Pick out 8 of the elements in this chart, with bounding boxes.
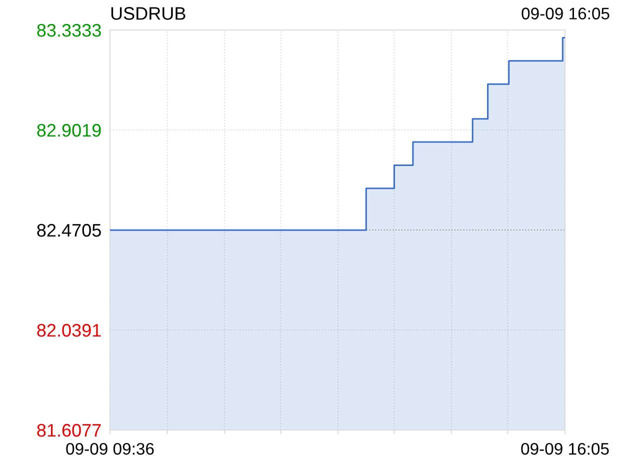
x-tick-label: 09-09 09:36: [66, 442, 154, 455]
chart-title: USDRUB: [111, 7, 186, 20]
y-tick-label: 81.6077: [37, 424, 101, 437]
y-tick-label: 82.9019: [37, 124, 101, 137]
y-tick-label: 82.4705: [37, 224, 101, 237]
y-tick-label: 83.3333: [37, 24, 101, 37]
y-tick-label: 82.0391: [37, 324, 101, 337]
text: 09-09 16:05: [522, 8, 610, 20]
